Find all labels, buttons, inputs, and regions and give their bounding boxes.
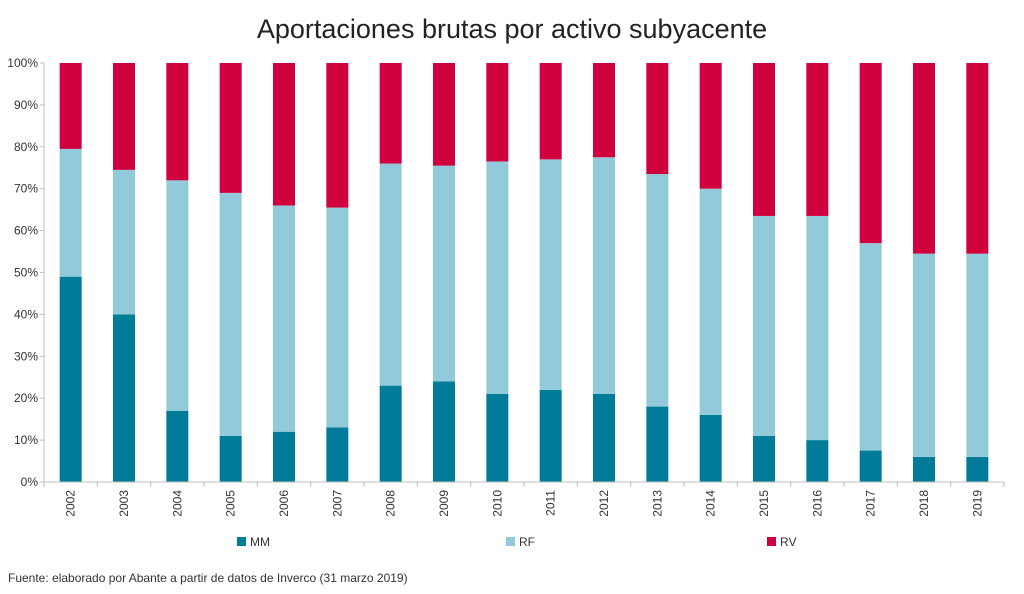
bars	[59, 63, 989, 482]
bar-rv-2004	[166, 63, 189, 181]
x-tick-label: 2014	[704, 490, 718, 517]
bar-mm-2010	[486, 394, 509, 482]
bar-mm-2018	[913, 456, 935, 482]
x-tick-label: 2016	[810, 490, 824, 517]
y-tick-label: 10%	[14, 433, 38, 447]
bar-rv-2007	[326, 63, 349, 208]
x-tick-label: 2018	[917, 490, 931, 517]
y-tick-label: 30%	[14, 349, 38, 363]
y-tick-label: 20%	[14, 391, 38, 405]
bar-mm-2005	[219, 435, 242, 482]
bar-rf-2016	[806, 215, 829, 441]
x-axis: 2002 2003 2004 2005 2006 2007 2008 2009 2010 2011…	[43, 481, 1005, 517]
legend-swatch-mm	[237, 537, 246, 546]
chart-title: Aportaciones brutas por activo subyacent…	[257, 14, 767, 44]
bar-rf-2006	[273, 205, 295, 432]
bar-rv-2006	[273, 63, 295, 206]
bar-rv-2017	[859, 63, 882, 244]
bar-rf-2015	[753, 215, 775, 436]
bar-mm-2004	[166, 410, 189, 482]
bar-rv-2018	[913, 63, 935, 254]
bar-rf-2005	[219, 192, 242, 436]
legend-label-rf: RF	[519, 535, 535, 549]
legend-swatch-rf	[506, 537, 515, 546]
bar-mm-2014	[699, 414, 722, 482]
x-tick-label: 2008	[384, 490, 398, 517]
bar-mm-2019	[966, 456, 989, 482]
bar-mm-2017	[859, 450, 882, 482]
x-tick-label: 2011	[544, 490, 558, 516]
bar-mm-2016	[806, 440, 829, 482]
bar-rv-2019	[966, 63, 989, 254]
source-note: Fuente: elaborado por Abante a partir de…	[8, 571, 408, 585]
x-tick-label: 2010	[490, 490, 504, 517]
x-tick-label: 2009	[437, 490, 451, 517]
bar-rv-2014	[699, 63, 722, 189]
x-tick-label: 2006	[277, 490, 291, 517]
x-tick-label: 2003	[117, 490, 131, 517]
y-tick-label: 90%	[14, 98, 38, 112]
bar-rv-2008	[379, 63, 402, 164]
y-tick-label: 60%	[14, 224, 38, 238]
bar-mm-2013	[646, 406, 669, 482]
bar-mm-2012	[593, 394, 615, 482]
x-tick-label: 2013	[650, 490, 664, 517]
legend-label-rv: RV	[780, 535, 796, 549]
bar-rv-2010	[486, 63, 509, 162]
bar-rv-2009	[433, 63, 455, 166]
bar-rf-2012	[593, 157, 615, 395]
bar-rf-2011	[539, 159, 562, 390]
x-tick-label: 2002	[64, 490, 78, 517]
y-tick-label: 50%	[14, 266, 38, 280]
bar-rf-2017	[859, 243, 882, 451]
bar-mm-2003	[113, 314, 135, 482]
bar-rv-2016	[806, 63, 829, 216]
bar-rf-2013	[646, 174, 669, 407]
x-tick-label: 2012	[597, 490, 611, 517]
y-axis: 0% 10% 20% 30% 40% 50% 60% 70% 80% 90% 100%	[7, 56, 45, 489]
x-tick-label: 2017	[864, 490, 878, 517]
bar-rf-2004	[166, 180, 189, 411]
legend-label-mm: MM	[250, 535, 270, 549]
x-tick-label: 2005	[224, 490, 238, 517]
bar-rf-2002	[59, 148, 82, 277]
bar-rv-2012	[593, 63, 615, 158]
bar-rv-2005	[219, 63, 242, 193]
bar-mm-2002	[59, 276, 82, 482]
bar-rv-2011	[539, 63, 562, 160]
bar-rv-2015	[753, 63, 775, 216]
bar-mm-2011	[539, 389, 562, 482]
bar-rv-2013	[646, 63, 669, 175]
x-tick-label: 2015	[757, 490, 771, 517]
bar-rf-2009	[433, 165, 455, 382]
x-tick-label: 2019	[970, 490, 984, 517]
bar-rf-2014	[699, 188, 722, 415]
bar-rf-2018	[913, 253, 935, 457]
bar-rf-2008	[379, 163, 402, 386]
bar-mm-2007	[326, 427, 349, 482]
bar-rf-2019	[966, 253, 989, 457]
y-tick-label: 40%	[14, 307, 38, 321]
legend: MM RF RV	[237, 535, 796, 549]
legend-swatch-rv	[767, 537, 776, 546]
y-tick-label: 0%	[21, 475, 39, 489]
bar-rv-2003	[113, 63, 135, 170]
y-tick-label: 70%	[14, 182, 38, 196]
bar-mm-2015	[753, 435, 775, 482]
bar-rf-2010	[486, 161, 509, 395]
bar-rv-2002	[59, 63, 82, 149]
x-tick-label: 2007	[330, 490, 344, 517]
bar-mm-2006	[273, 431, 295, 482]
bar-rf-2003	[113, 169, 135, 315]
bar-mm-2008	[379, 385, 402, 482]
y-tick-label: 100%	[7, 56, 38, 70]
y-tick-label: 80%	[14, 140, 38, 154]
bar-mm-2009	[433, 381, 455, 482]
bar-rf-2007	[326, 207, 349, 428]
x-tick-label: 2004	[170, 490, 184, 517]
